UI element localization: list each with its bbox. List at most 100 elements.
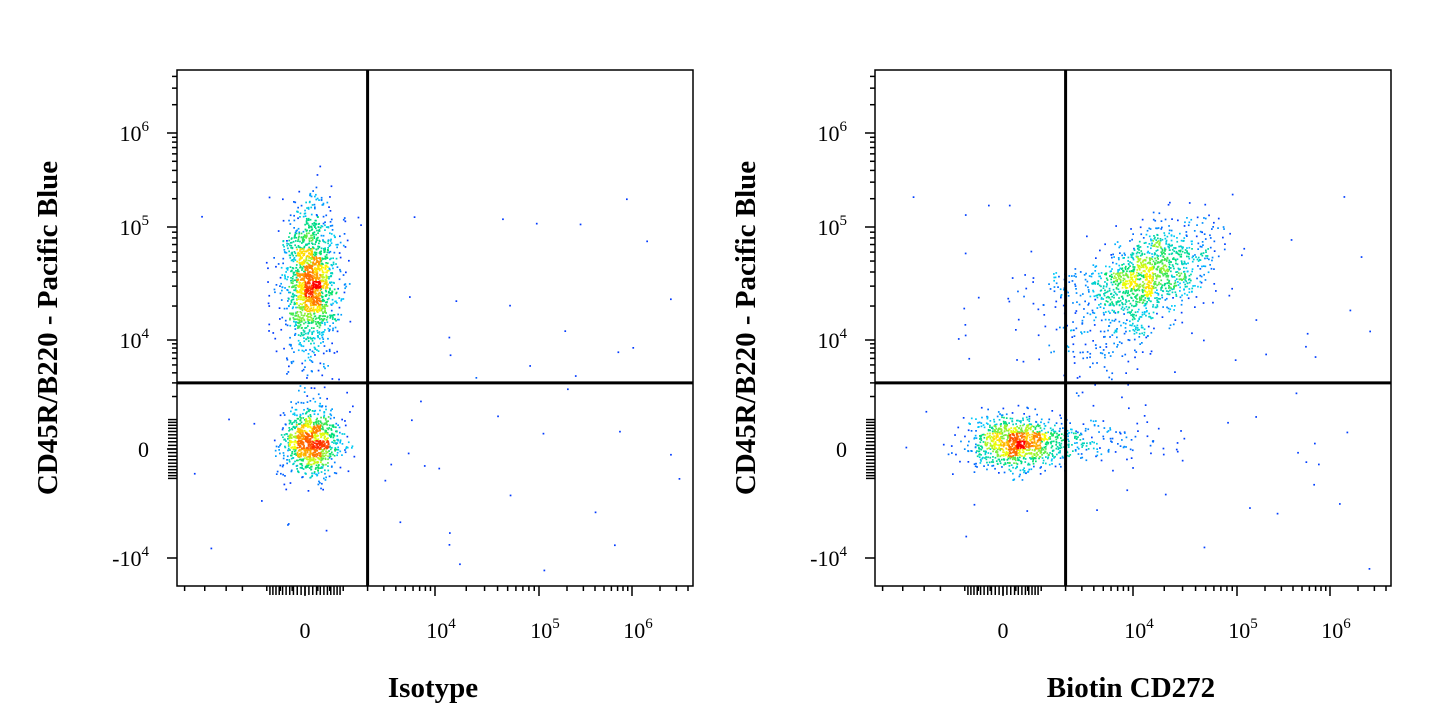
event-dot xyxy=(305,259,308,261)
event-dot xyxy=(305,465,308,468)
event-dot xyxy=(992,448,995,450)
event-dot xyxy=(1231,193,1234,196)
event-dot xyxy=(981,416,983,419)
event-dot xyxy=(1158,269,1161,272)
event-dot xyxy=(594,511,597,514)
event-dot xyxy=(1032,281,1034,283)
event-dot xyxy=(1083,274,1086,276)
event-dot xyxy=(1168,253,1171,256)
event-dot xyxy=(1005,413,1008,416)
event-dot xyxy=(967,444,969,447)
event-dot xyxy=(1130,228,1132,230)
event-dot xyxy=(1120,295,1123,298)
event-dot xyxy=(1161,253,1163,255)
event-dot xyxy=(305,418,307,420)
event-dot xyxy=(1137,255,1139,258)
event-dot xyxy=(296,446,299,449)
event-dot xyxy=(316,284,319,287)
event-dot xyxy=(1156,240,1159,243)
event-dot xyxy=(298,291,301,294)
event-dot xyxy=(1024,274,1026,276)
event-dot xyxy=(1126,287,1129,289)
event-dot xyxy=(296,440,299,443)
event-dot xyxy=(314,445,316,447)
event-dot xyxy=(986,468,988,471)
event-dot xyxy=(335,263,337,265)
event-dot xyxy=(329,210,332,212)
event-dot xyxy=(343,233,346,235)
event-dot xyxy=(1022,417,1024,420)
event-dot xyxy=(1141,252,1143,255)
event-dot xyxy=(1314,356,1317,358)
event-dot xyxy=(308,446,310,448)
event-dot xyxy=(1019,431,1022,433)
event-dot xyxy=(1130,272,1132,274)
event-dot xyxy=(303,298,306,301)
event-dot xyxy=(1095,316,1097,319)
event-dot xyxy=(296,414,298,417)
event-dot xyxy=(317,413,319,416)
event-dot xyxy=(1111,295,1113,298)
event-dot xyxy=(301,429,304,432)
event-dot xyxy=(311,279,314,281)
event-dot xyxy=(328,276,330,278)
event-dot xyxy=(1104,303,1106,305)
event-dot xyxy=(330,233,333,235)
event-dot xyxy=(1119,281,1122,283)
event-dot xyxy=(302,238,305,240)
event-dot xyxy=(1115,301,1118,303)
event-dot xyxy=(313,423,315,426)
event-dot xyxy=(632,347,635,349)
event-dot xyxy=(1002,455,1005,457)
event-dot xyxy=(311,238,314,241)
event-dot xyxy=(326,427,329,430)
event-dot xyxy=(318,283,321,286)
event-dot xyxy=(319,337,321,340)
event-dot xyxy=(976,444,979,447)
event-dot xyxy=(293,325,296,327)
event-dot xyxy=(1206,257,1209,260)
event-dot xyxy=(299,455,301,458)
event-dot xyxy=(309,409,311,411)
event-dot xyxy=(314,283,317,286)
event-dot xyxy=(1132,266,1135,268)
event-dot xyxy=(1107,295,1109,298)
event-dot xyxy=(305,235,308,237)
event-dot xyxy=(999,460,1001,463)
event-dot xyxy=(1117,276,1120,278)
event-dot xyxy=(1096,296,1099,299)
event-dot xyxy=(321,434,324,436)
event-dot xyxy=(989,456,992,459)
event-dot xyxy=(1078,375,1081,378)
event-dot xyxy=(317,265,320,267)
event-dot xyxy=(301,285,304,287)
event-dot xyxy=(976,450,978,452)
event-dot xyxy=(1153,283,1156,286)
event-dot xyxy=(330,429,333,431)
event-dot xyxy=(324,309,326,312)
event-dot xyxy=(1191,243,1193,245)
event-dot xyxy=(326,256,328,259)
event-dot xyxy=(339,450,342,453)
event-dot xyxy=(1175,278,1178,280)
event-dot xyxy=(1210,267,1213,270)
event-dot xyxy=(314,451,317,453)
event-dot xyxy=(299,416,301,418)
event-dot xyxy=(980,448,983,451)
event-dot xyxy=(962,417,965,419)
event-dot xyxy=(303,409,305,411)
event-dot xyxy=(289,435,292,438)
event-dot xyxy=(1116,346,1118,348)
event-dot xyxy=(1100,296,1103,299)
event-dot xyxy=(298,389,300,392)
event-dot xyxy=(317,483,320,486)
event-dot xyxy=(336,350,338,353)
event-dot xyxy=(308,257,310,259)
event-dot xyxy=(322,215,325,218)
event-dot xyxy=(1160,287,1162,289)
event-dot xyxy=(1035,460,1037,463)
event-dot xyxy=(321,257,324,260)
event-dot xyxy=(1042,459,1045,462)
event-dot xyxy=(340,299,343,302)
event-dot xyxy=(319,453,322,455)
